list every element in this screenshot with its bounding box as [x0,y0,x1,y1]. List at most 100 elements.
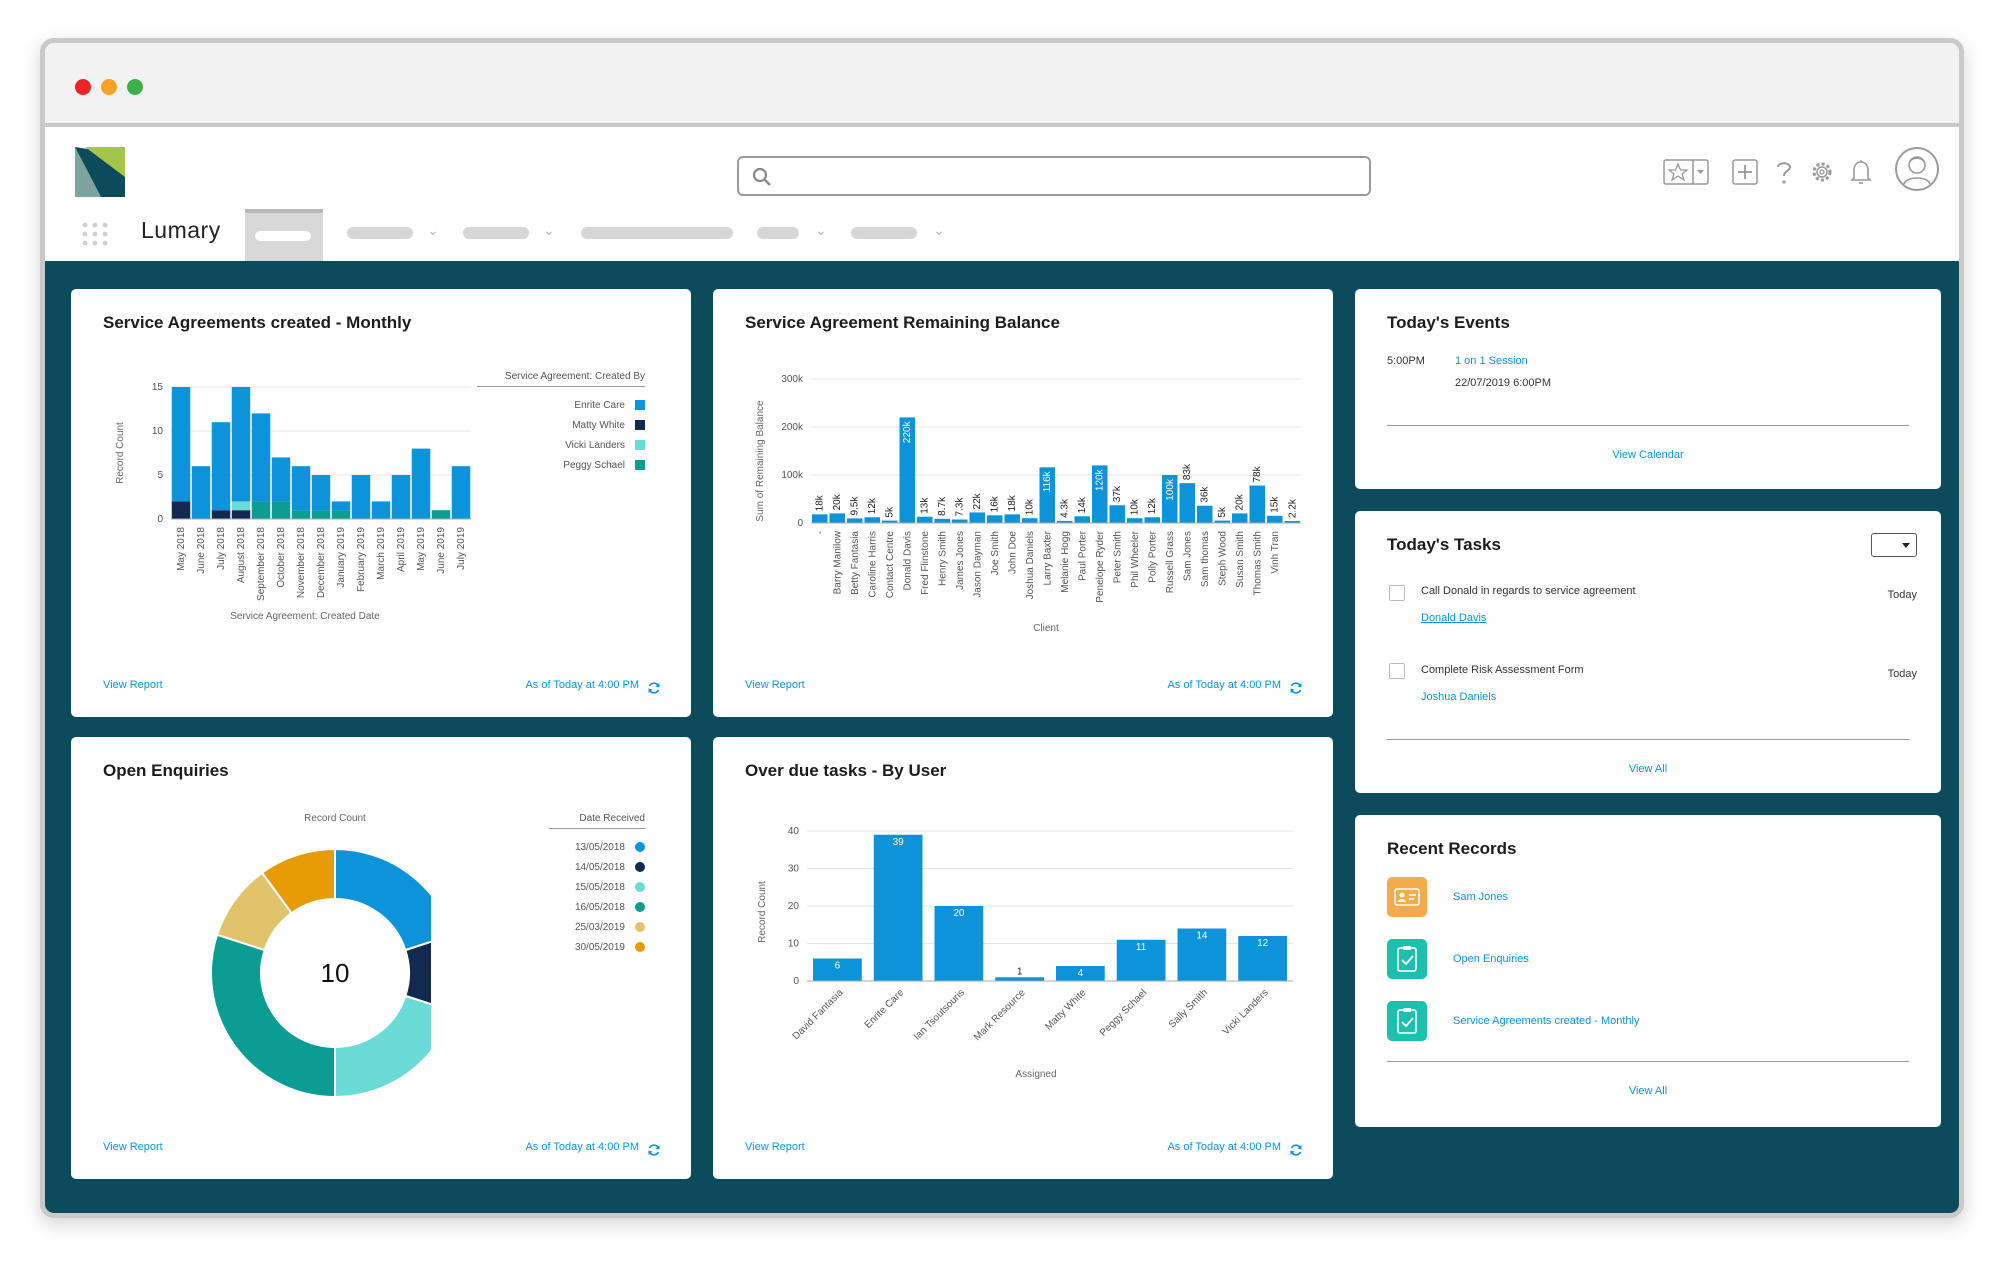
service-agreements-monthly-chart[interactable]: 0 5 10 15 May 2018 June 2018 July 2018 August 2… [71,349,471,649]
nav-tab-1[interactable] [347,227,413,239]
nav-tab-4[interactable] [757,227,799,239]
bar [171,387,191,502]
x-tick-label: John Doe [1007,531,1018,574]
user-avatar[interactable] [1895,147,1939,191]
bar [1109,505,1125,523]
bar [873,834,923,981]
card-title: Today's Events [1387,313,1510,332]
data-label: 18k [815,494,826,511]
legend-label: 14/05/2018 [574,861,625,873]
bar [1127,518,1143,523]
nav-tab-3[interactable] [581,227,733,239]
bar [211,510,231,519]
bar [371,501,391,519]
task-contact-link[interactable]: Donald Davis [1421,612,1487,624]
x-tick-label: January 2019 [336,527,347,588]
x-tick-label: November 2018 [296,527,307,599]
refresh-icon[interactable] [647,681,661,695]
view-calendar-link[interactable]: View Calendar [1612,449,1684,461]
view-all-tasks-link[interactable]: View All [1628,763,1668,775]
x-tick-label: Phil Wheeler [1130,530,1141,587]
tasks-filter-dropdown[interactable] [1871,533,1917,557]
x-tick-label: Joshua Daniels [1025,531,1036,599]
chevron-down-icon[interactable]: ⌄ [427,222,439,238]
view-report-link[interactable]: View Report [103,1141,163,1153]
task-due: Today [1887,589,1917,601]
legend-swatch [635,842,645,852]
nav-tab-home[interactable] [245,209,323,261]
divider [1387,1061,1909,1062]
bar [1004,514,1020,523]
as-of-timestamp: As of Today at 4:00 PM [1167,1141,1281,1153]
data-label: 14k [1077,496,1088,513]
x-tick-label: Caroline Harris [867,531,878,598]
data-label: 39 [893,837,905,848]
chevron-down-icon[interactable]: ⌄ [543,222,555,238]
event-link[interactable]: 1 on 1 Session [1455,355,1528,367]
view-report-link[interactable]: View Report [745,679,805,691]
legend-title: Date Received [549,813,645,829]
x-tick-label: Peter Smith [1112,531,1123,583]
y-tick-label: 40 [788,826,800,837]
task-checkbox[interactable] [1389,585,1405,601]
refresh-icon[interactable] [1289,1143,1303,1157]
data-label: 100k [1165,478,1176,501]
chevron-down-icon[interactable]: ⌄ [933,222,945,238]
nav-tab-5[interactable] [851,227,917,239]
app-launcher-grid-icon[interactable] [81,221,109,247]
remaining-balance-chart[interactable]: 0 100k 200k 300k 18k 20k 9.5k 12k 5k 220k 13k 8.7k 7… [713,349,1313,639]
bar [231,501,251,511]
task-checkbox[interactable] [1389,663,1405,679]
recent-record-link[interactable]: Sam Jones [1453,891,1509,903]
bar [271,501,291,519]
data-label: 15k [1270,496,1281,513]
bar [1162,475,1178,523]
bar [1116,939,1166,981]
bar [899,417,915,523]
settings-gear-icon[interactable] [1809,159,1835,185]
close-window-button[interactable] [75,79,91,95]
overdue-tasks-chart[interactable]: 0 10 20 30 40 6 David Fantasia 39 Enrite Care 20 I… [713,797,1313,1097]
x-tick-label: Paul Porter [1077,530,1088,581]
legend-label: 30/05/2019 [574,941,625,953]
card-title: Today's Tasks [1387,535,1501,554]
bar [1074,516,1090,523]
open-enquiries-donut-chart[interactable]: Record Count 10 [71,797,431,1117]
chevron-down-icon[interactable]: ⌄ [815,222,827,238]
bar [271,457,291,502]
legend-swatch [635,862,645,872]
card-title: Service Agreement Remaining Balance [745,313,1060,332]
recent-record-link[interactable]: Open Enquiries [1453,953,1529,965]
recent-record-link[interactable]: Service Agreements created - Monthly [1453,1015,1640,1027]
y-tick-label: 5 [157,470,163,481]
add-icon[interactable] [1732,159,1758,185]
data-label: 12 [1257,938,1269,949]
refresh-icon[interactable] [647,1143,661,1157]
notifications-bell-icon[interactable] [1849,159,1873,185]
view-report-link[interactable]: View Report [103,679,163,691]
global-search-input[interactable] [737,156,1371,196]
favorites-star-icon[interactable] [1663,159,1709,185]
dashboard-content: Service Agreements created - Monthly 0 5 1… [45,261,1959,1213]
bar [1249,485,1265,523]
event-date: 22/07/2019 6:00PM [1455,377,1552,389]
data-label: 8.7k [937,496,948,516]
legend-item: 30/05/2019 [549,937,645,957]
help-icon[interactable] [1775,159,1793,185]
refresh-icon[interactable] [1289,681,1303,695]
view-all-records-link[interactable]: View All [1628,1085,1668,1097]
bar [291,510,311,519]
user-profile-icon [1903,156,1931,185]
x-tick-label: Henry Smith [937,531,948,586]
task-due: Today [1887,668,1917,680]
minimize-window-button[interactable] [101,79,117,95]
nav-tab-2[interactable] [463,227,529,239]
bar [291,466,311,511]
x-tick-label: Matty White [1043,987,1088,1032]
bar [847,518,863,523]
bar [311,475,331,511]
maximize-window-button[interactable] [127,79,143,95]
task-contact-link[interactable]: Joshua Daniels [1421,691,1497,703]
lumary-logo-icon[interactable] [75,147,125,197]
view-report-link[interactable]: View Report [745,1141,805,1153]
